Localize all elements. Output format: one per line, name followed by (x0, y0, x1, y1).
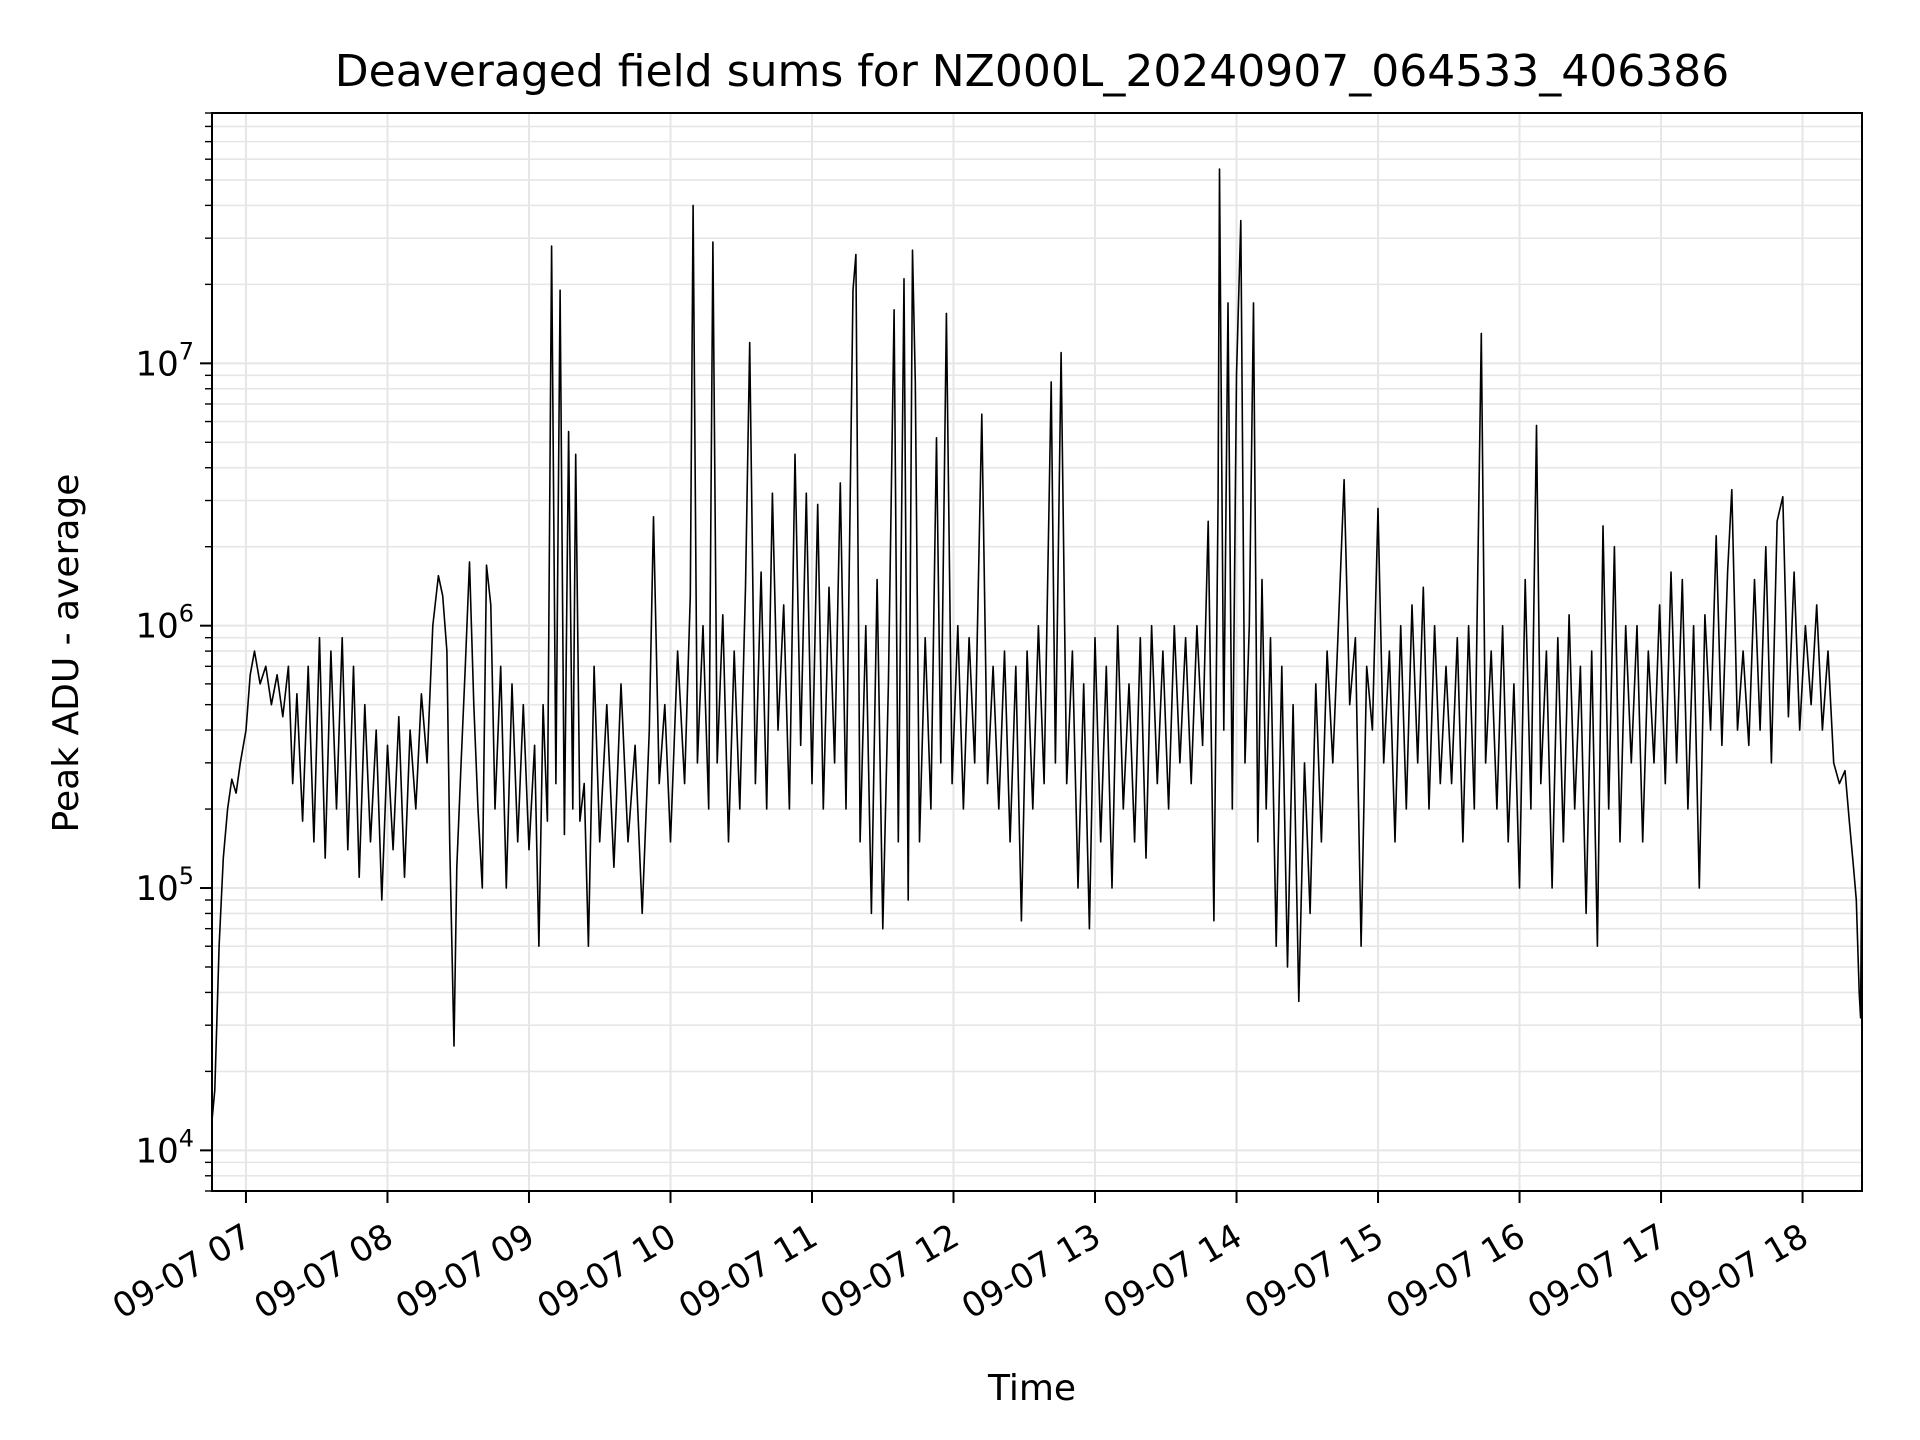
series-line (211, 168, 1863, 1121)
x-axis-label: Time (987, 1368, 1076, 1409)
y-axis-label: Peak ADU - average (46, 474, 87, 833)
grid (212, 112, 1862, 1192)
chart-title: Deaveraged field sums for NZ000L_2024090… (335, 46, 1729, 97)
y-tick-label: 105 (135, 862, 194, 909)
y-tick-label: 106 (135, 600, 194, 647)
y-tick-label: 104 (135, 1124, 194, 1171)
plot-area-frame (211, 112, 1863, 1192)
y-tick-label: 107 (135, 337, 194, 384)
data-layer (211, 168, 1863, 1121)
